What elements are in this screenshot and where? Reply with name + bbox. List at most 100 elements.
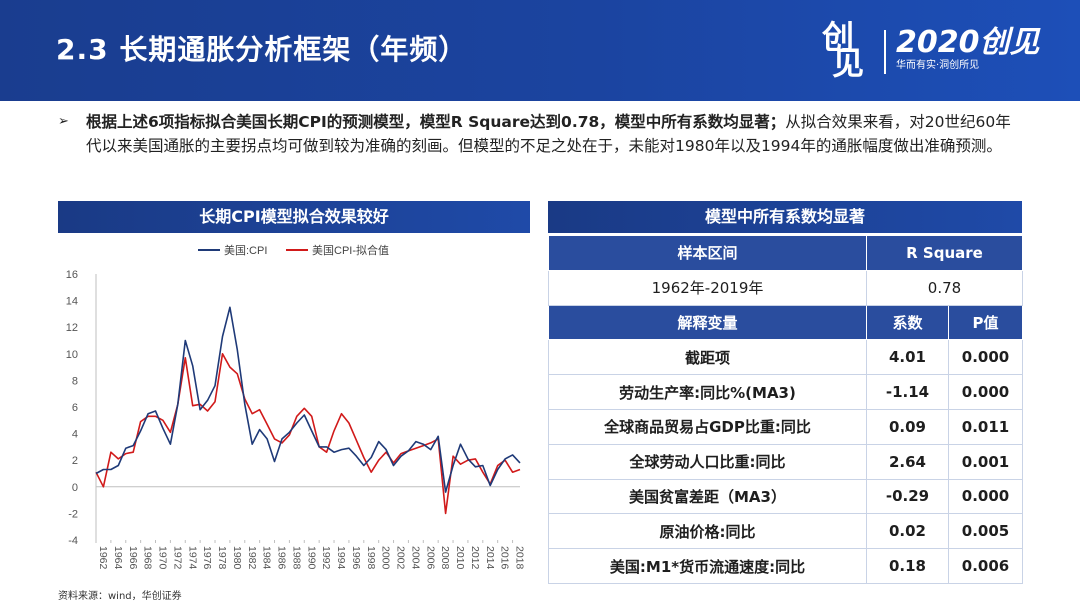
x-tick-label: 2008 [439,546,451,570]
table-header: 模型中所有系数均显著 [548,201,1022,233]
y-tick-label: 12 [66,322,78,334]
p-value: 0.001 [948,443,1023,480]
y-tick-label: -4 [68,535,78,547]
table-row: 截距项 4.01 0.000 [548,339,1023,376]
summary-bullet: ➢ 根据上述6项指标拟合美国长期CPI的预测模型，模型R Square达到0.7… [58,110,1018,158]
logo-char-1: 创 [822,18,855,56]
p-value: 0.000 [948,478,1023,515]
chart-header: 长期CPI模型拟合效果较好 [58,201,530,233]
x-tick-label: 1974 [186,546,198,570]
x-tick-label: 1996 [350,546,362,570]
table-row-sample: 1962年-2019年 0.78 [548,269,1023,306]
y-tick-label: -2 [68,508,78,520]
bullet-arrow-icon: ➢ [58,114,69,129]
summary-normal: 从拟合效果来看，对20世纪60年代以来美国通胀的主要拐点均可做到较为准确的刻画。… [86,113,1011,155]
x-tick-label: 2002 [395,546,407,570]
y-tick-label: 10 [66,349,78,361]
x-tick-label: 2010 [454,546,466,570]
coefficient-value: 4.01 [866,339,949,376]
x-tick-label: 1972 [171,546,183,570]
head-sample-period: 样本区间 [548,235,867,271]
series-line [95,353,521,515]
table-head-row-1: 样本区间 R Square [548,235,1023,271]
variable-name: 劳动生产率:同比%(MA3) [548,374,867,410]
x-tick-label: 1978 [216,546,228,570]
x-tick-label: 2018 [514,546,526,570]
x-tick-label: 1994 [335,546,347,570]
y-tick-label: 14 [66,296,78,308]
p-value: 0.005 [948,513,1023,550]
head-coefficient: 系数 [866,304,949,341]
table-row: 美国贫富差距（MA3） -0.29 0.000 [548,478,1023,515]
y-tick-label: 0 [72,482,78,494]
x-tick-label: 2000 [380,546,392,570]
head-p-value: P值 [948,304,1023,341]
cpi-line-chart: -4 -2 0 2 4 6 8 10 12 14 16 1962 1964 1966 1968 1970 197… [58,234,530,586]
y-tick-label: 16 [66,269,78,281]
x-tick-label: 1984 [261,546,273,570]
x-tick-label: 2012 [469,546,481,570]
x-tick-label: 1988 [290,546,302,570]
x-tick-label: 1982 [246,546,258,570]
logo-divider [884,30,886,74]
variable-name: 全球商品贸易占GDP比重:同比 [548,408,867,445]
coefficient-value: 2.64 [866,443,949,480]
variable-name: 美国:M1*货币流通速度:同比 [548,548,867,584]
coefficient-value: 0.18 [866,548,949,584]
page-title: 2.3 长期通胀分析框架（年频） [56,33,468,66]
p-value: 0.000 [948,339,1023,376]
brand-slogan: 2020创见 华而有实·洞创所见 [896,25,1040,72]
source-note: 资料来源：wind，华创证券 [58,591,182,602]
x-tick-label: 1992 [320,546,332,570]
table-head-row-2: 解释变量 系数 P值 [548,304,1023,341]
variable-name: 全球劳动人口比重:同比 [548,443,867,480]
brand-logo: 创 见 [822,18,878,79]
header-bar: 2.3 长期通胀分析框架（年频） 创 见 2020创见 华而有实·洞创所见 [0,0,1080,101]
slogan-sub: 华而有实·洞创所见 [896,60,980,71]
p-value: 0.006 [948,548,1023,584]
x-tick-label: 2016 [499,546,511,570]
head-r-square: R Square [866,235,1023,271]
x-tick-label: 1968 [142,546,154,570]
coefficient-value: 0.02 [866,513,949,550]
table-row: 劳动生产率:同比%(MA3) -1.14 0.000 [548,374,1023,410]
coefficient-value: -0.29 [866,478,949,515]
table-row: 全球劳动人口比重:同比 2.64 0.001 [548,443,1023,480]
table-row: 全球商品贸易占GDP比重:同比 0.09 0.011 [548,408,1023,445]
y-tick-label: 4 [72,429,78,441]
x-tick-label: 1990 [305,546,317,570]
series-line [95,306,521,493]
head-variable: 解释变量 [548,304,867,341]
table-row: 原油价格:同比 0.02 0.005 [548,513,1023,550]
x-tick-label: 1964 [112,546,124,570]
r-square-value: 0.78 [866,269,1023,306]
x-tick-label: 2006 [424,546,436,570]
coefficient-table: 样本区间 R Square 1962年-2019年 0.78 解释变量 系数 P… [548,235,1023,584]
x-tick-label: 1986 [276,546,288,570]
sample-period-value: 1962年-2019年 [548,269,867,306]
legend-label: 美国:CPI [224,244,267,257]
coefficient-value: -1.14 [866,374,949,410]
table-row: 美国:M1*货币流通速度:同比 0.18 0.006 [548,548,1023,584]
y-tick-label: 2 [72,455,78,467]
y-tick-label: 6 [72,402,78,414]
x-tick-label: 1998 [365,546,377,570]
slogan-main: 2020创见 [896,25,1040,60]
coefficient-value: 0.09 [866,408,949,445]
variable-name: 截距项 [548,339,867,376]
summary-text: 根据上述6项指标拟合美国长期CPI的预测模型，模型R Square达到0.78，… [86,110,1018,158]
y-tick-label: 8 [72,375,78,387]
variable-name: 美国贫富差距（MA3） [548,478,867,515]
x-tick-label: 2014 [484,546,496,570]
x-tick-label: 1976 [201,546,213,570]
x-tick-label: 1970 [157,546,169,570]
x-tick-label: 1962 [97,546,109,570]
p-value: 0.011 [948,408,1023,445]
p-value: 0.000 [948,374,1023,410]
legend-label: 美国CPI-拟合值 [312,243,389,257]
x-tick-label: 2004 [409,546,421,570]
variable-name: 原油价格:同比 [548,513,867,550]
x-tick-label: 1980 [231,546,243,570]
x-tick-label: 1966 [127,546,139,570]
